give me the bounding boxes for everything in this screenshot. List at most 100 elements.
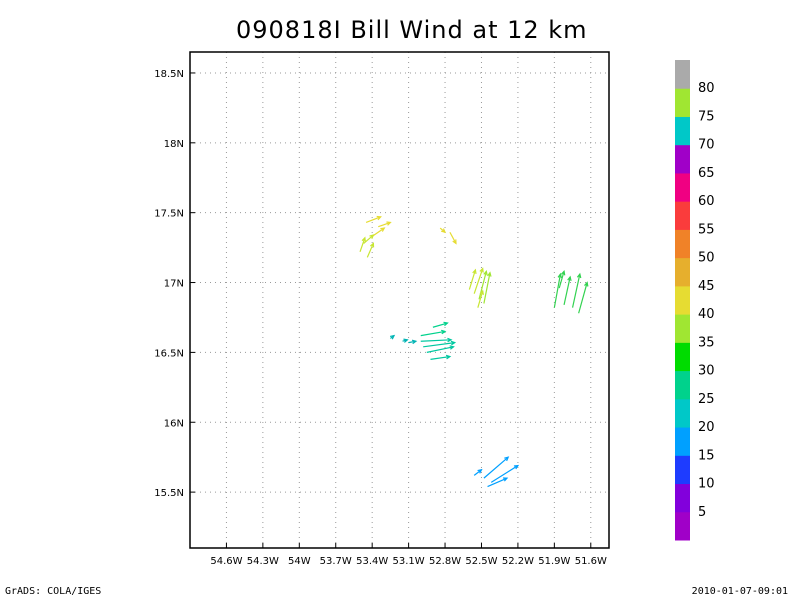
colorbar-label: 70 <box>698 138 715 153</box>
wind-vector-shaft <box>473 268 484 294</box>
wind-vector-head <box>450 340 457 346</box>
wind-vector-shaft <box>359 237 366 252</box>
x-tick-label: 52.5W <box>465 556 497 567</box>
wind-vector-head <box>441 228 447 234</box>
wind-vector <box>483 456 510 479</box>
wind-vector-head <box>567 275 572 281</box>
colorbar-label: 65 <box>698 166 715 181</box>
wind-vector-head <box>411 339 418 345</box>
wind-vector <box>366 242 375 258</box>
wind-vector-head <box>472 268 477 275</box>
colorbar-label: 20 <box>698 420 715 435</box>
wind-vector-shaft <box>563 276 571 306</box>
wind-vector <box>423 340 457 348</box>
y-tick-label: 18.5N <box>154 69 184 80</box>
wind-vector-head <box>557 272 563 279</box>
wind-vector-shaft <box>432 322 448 328</box>
wind-vector <box>563 275 572 306</box>
colorbar-swatch <box>675 257 690 287</box>
colorbar-swatch <box>675 229 690 259</box>
wind-vector-head <box>479 289 484 295</box>
wind-vector-head <box>389 334 396 340</box>
wind-vector-shaft <box>487 477 508 488</box>
colorbar-label: 15 <box>698 448 715 463</box>
wind-vector-shaft <box>578 282 588 314</box>
wind-vector-shaft <box>490 465 519 483</box>
wind-vector-head <box>479 267 484 273</box>
colorbar-label: 60 <box>698 194 715 209</box>
wind-vector-shaft <box>449 231 457 244</box>
plot-frame <box>189 51 610 549</box>
vector-layer <box>359 215 589 488</box>
wind-vector <box>430 354 452 360</box>
wind-vector-shaft <box>363 234 374 244</box>
wind-vector <box>359 236 366 252</box>
wind-vector-shaft <box>430 355 450 360</box>
wind-vector <box>371 227 386 237</box>
y-tick-label: 16N <box>164 418 184 429</box>
wind-vector-shaft <box>477 290 484 308</box>
wind-vector <box>571 272 582 308</box>
wind-vector <box>478 270 488 300</box>
x-tick-label: 51.6W <box>575 556 607 567</box>
wind-vector <box>426 345 455 353</box>
wind-vector-head <box>483 270 488 276</box>
wind-vector-head <box>513 464 520 470</box>
wind-vector <box>378 221 392 228</box>
wind-vector-shaft <box>426 346 454 353</box>
wind-vector-head <box>443 321 449 327</box>
wind-vector-head <box>380 227 386 232</box>
colorbar-swatch <box>675 60 690 89</box>
grid-layer <box>190 52 609 548</box>
colorbar-swatch <box>675 398 690 428</box>
wind-vector <box>490 464 520 483</box>
wind-vector-shaft <box>473 469 482 476</box>
colorbar-swatch <box>675 511 690 541</box>
wind-vector <box>468 268 477 290</box>
wind-vector <box>449 231 457 245</box>
colorbar-swatch <box>675 172 690 202</box>
x-tick-label: 54.6W <box>210 556 242 567</box>
wind-vector <box>432 321 449 328</box>
wind-vector-head <box>584 281 589 287</box>
wind-vector-shaft <box>420 330 446 337</box>
x-tick-label: 54W <box>288 556 311 567</box>
wind-vector <box>477 289 484 308</box>
footer-timestamp: 2010-01-07-09:01 <box>691 586 788 597</box>
wind-vector <box>389 334 396 340</box>
wind-vector-head <box>369 234 375 239</box>
wind-vector <box>363 234 375 244</box>
wind-vector-shaft <box>483 456 509 479</box>
colorbar-swatch <box>675 342 690 372</box>
wind-vector <box>473 468 483 476</box>
wind-vector-head <box>560 270 566 276</box>
wind-vector-head <box>576 272 582 279</box>
wind-vector <box>420 329 447 337</box>
colorbar-swatch <box>675 116 690 146</box>
wind-vector-head <box>477 468 483 474</box>
wind-vector-shaft <box>468 269 476 290</box>
wind-vector-shaft <box>365 216 381 224</box>
colorbar-label: 5 <box>698 505 706 520</box>
colorbar-label: 30 <box>698 364 715 379</box>
colorbar-swatch <box>675 427 690 456</box>
x-tick-label: 51.9W <box>538 556 570 567</box>
wind-vector <box>487 477 509 488</box>
wind-vector <box>553 272 563 308</box>
wind-vector <box>483 271 492 304</box>
wind-vector <box>420 337 453 343</box>
wind-vector-shaft <box>483 272 491 304</box>
axis-layer: 54.6W 54.3W 54W 53.7W 53.4W 53.1W 52.8W 52.5W 52… <box>154 69 607 567</box>
wind-vector-head <box>403 338 409 343</box>
wind-vector-head <box>441 329 447 335</box>
colorbar-swatch <box>675 88 690 117</box>
colorbar: 5 10 15 20 25 30 35 40 45 50 55 60 65 70 75 80 <box>675 60 715 541</box>
wind-vector-shaft <box>366 243 374 258</box>
wind-vector-head <box>449 345 455 350</box>
y-tick-label: 16.5N <box>154 348 184 359</box>
wind-vector-head <box>361 236 366 242</box>
colorbar-label: 10 <box>698 477 715 492</box>
wind-vector <box>578 281 589 314</box>
colorbar-swatch <box>675 314 690 343</box>
wind-vector-shaft <box>478 271 487 300</box>
